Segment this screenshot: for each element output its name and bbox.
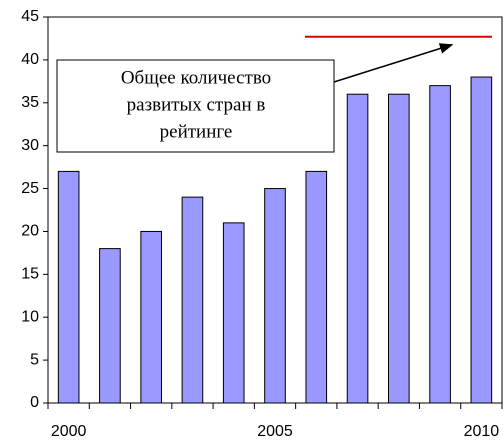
- bar: [346, 93, 369, 404]
- bar: [264, 188, 286, 404]
- x-tick-label: 2000: [51, 423, 87, 440]
- y-tick-label: 15: [21, 266, 39, 283]
- y-tick-label: 20: [21, 223, 39, 240]
- x-tick-label: 2010: [464, 423, 500, 440]
- y-tick-label: 30: [21, 137, 39, 154]
- x-tick-label: 2005: [257, 423, 293, 440]
- y-tick-label: 45: [21, 8, 39, 25]
- bar: [429, 85, 451, 404]
- annotation-arrow: [333, 43, 454, 83]
- annotation-text: Общее количество: [121, 67, 271, 88]
- y-tick-label: 40: [21, 51, 39, 68]
- bar: [222, 222, 245, 404]
- bar: [140, 230, 162, 404]
- bar: [57, 170, 80, 404]
- bar: [388, 93, 410, 404]
- y-tick-label: 5: [30, 351, 39, 368]
- bar: [305, 170, 328, 404]
- annotation-text: развитых стран в: [127, 94, 266, 115]
- bar: [470, 76, 493, 404]
- bar: [181, 196, 204, 404]
- bar: [99, 248, 121, 404]
- y-tick-label: 0: [30, 394, 39, 411]
- y-tick-label: 35: [21, 94, 39, 111]
- y-tick-label: 25: [21, 180, 39, 197]
- annotation-text: рейтинге: [160, 121, 233, 142]
- annotation-box: [56, 59, 335, 153]
- y-tick-label: 10: [21, 308, 39, 325]
